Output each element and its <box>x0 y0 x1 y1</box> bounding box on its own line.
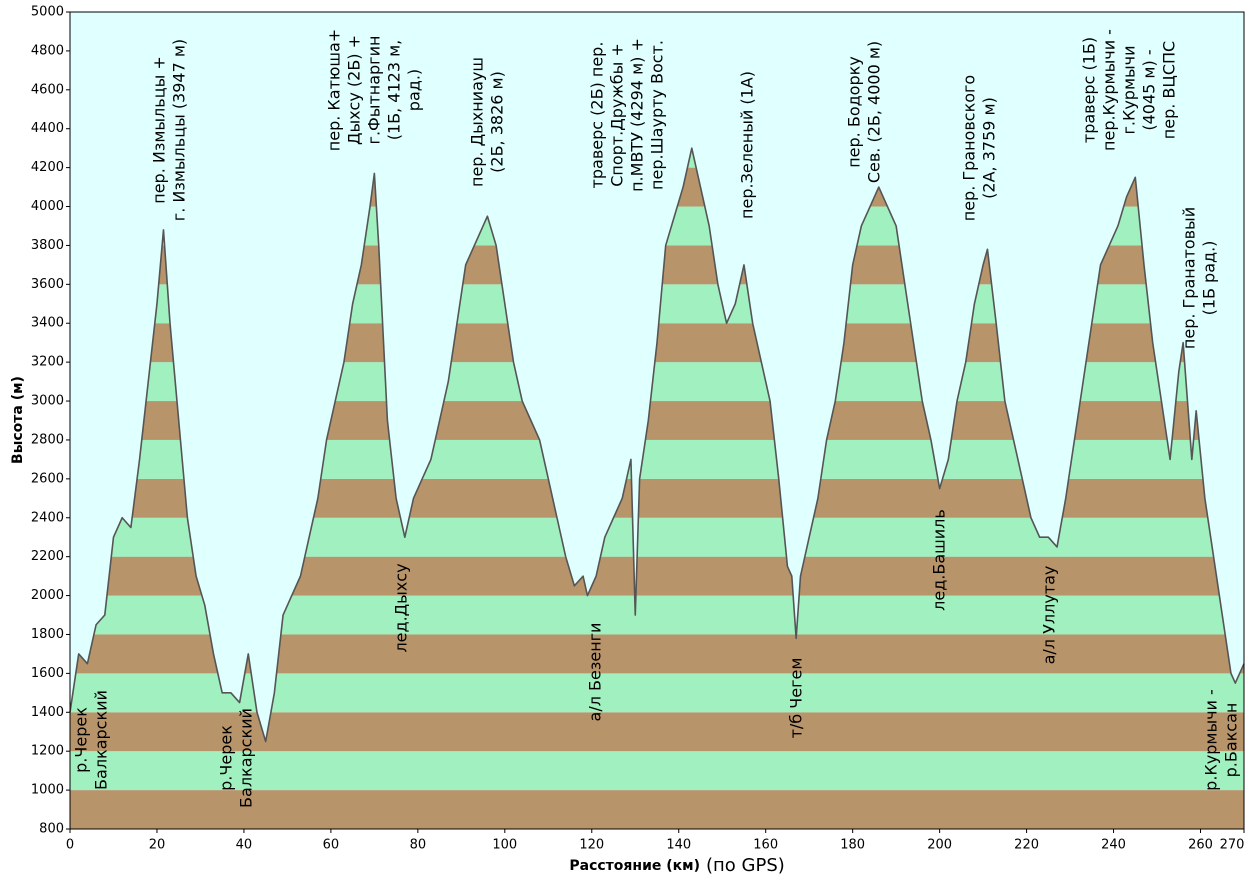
annotation: Спорт.Дружбы + <box>608 43 627 187</box>
y-tick-label: 4200 <box>31 160 64 175</box>
annotation: р.Черек <box>72 707 91 773</box>
annotation: Балкарский <box>92 690 111 790</box>
annotation: (2Б, 3826 м) <box>488 71 507 173</box>
annotation: пер. Гранатовый <box>1180 207 1199 349</box>
x-tick-label: 80 <box>410 838 427 853</box>
annotation: пер. ВЦСПС <box>1160 41 1179 139</box>
y-tick-label: 3000 <box>31 394 64 409</box>
y-tick-label: 3400 <box>31 316 64 331</box>
annotation: траверс (1Б) <box>1080 37 1099 143</box>
annotation: р.Баксан <box>1222 703 1241 778</box>
annotation: траверс (2Б) пер. <box>588 42 607 189</box>
x-tick-label: 200 <box>927 838 952 853</box>
annotation: пер. Измыльцы + <box>150 56 169 203</box>
x-tick-label: 40 <box>236 838 253 853</box>
x-tick-label: 240 <box>1101 838 1126 853</box>
annotation: лед.Башиль <box>930 509 949 611</box>
x-tick-label: 180 <box>840 838 865 853</box>
annotation: Дыхсу (2Б) + <box>345 35 364 145</box>
annotation: Балкарский <box>237 708 256 808</box>
x-axis-note: (по GPS) <box>706 855 785 876</box>
y-tick-label: 2800 <box>31 432 64 447</box>
y-tick-label: 2600 <box>31 471 64 486</box>
x-tick-label: 100 <box>492 838 517 853</box>
y-tick-label: 3600 <box>31 277 64 292</box>
annotation: (2А, 3759 м) <box>980 97 999 199</box>
band <box>70 790 1244 829</box>
annotation: рад.) <box>405 69 424 111</box>
y-tick-label: 4600 <box>31 82 64 97</box>
profile-line <box>69 147 1245 743</box>
x-tick-label: 20 <box>149 838 166 853</box>
y-tick-label: 3200 <box>31 355 64 370</box>
annotation: г.Курмычи <box>1120 45 1139 134</box>
y-tick-label: 1000 <box>31 783 64 798</box>
y-tick-label: 1600 <box>31 666 64 681</box>
y-tick-label: 5000 <box>31 5 64 20</box>
y-tick-label: 800 <box>39 822 64 837</box>
annotation: (4045 м) - <box>1140 49 1159 130</box>
y-tick-label: 4000 <box>31 199 64 214</box>
annotation: пер.Шаурту Вост. <box>648 40 667 190</box>
y-tick-label: 1800 <box>31 627 64 642</box>
plot-frame <box>69 11 1245 830</box>
annotation: пер.Курмычи - <box>1100 29 1119 151</box>
annotation: пер. Катюша+ <box>325 29 344 151</box>
y-axis-label: Высота (м) <box>10 376 26 464</box>
annotation: пер.Зеленый (1А) <box>738 71 757 219</box>
annotation: (1Б рад.) <box>1200 241 1219 316</box>
x-tick-label: 140 <box>666 838 691 853</box>
annotation: т/б Чегем <box>787 658 806 739</box>
x-tick-label: 0 <box>66 838 74 853</box>
x-tick-label: 160 <box>753 838 778 853</box>
y-tick-label: 1400 <box>31 705 64 720</box>
annotation: лед.Дыхсу <box>392 563 411 652</box>
y-tick-label: 3800 <box>31 238 64 253</box>
annotation: пер. Дыхниауш <box>468 57 487 187</box>
x-tick-label: 60 <box>323 838 340 853</box>
band <box>70 751 1244 791</box>
annotation: а/л Безенги <box>586 623 605 722</box>
y-tick-label: 2000 <box>31 588 64 603</box>
x-axis-label: Расстояние (км) <box>569 858 700 874</box>
annotation: п.МВТУ (4294 м) + <box>628 38 647 192</box>
annotation: г.Фытнаргин <box>365 36 384 145</box>
x-tick-label: 270 <box>1220 838 1245 853</box>
annotation: а/л Уллутау <box>1040 566 1059 665</box>
annotation: пер. Бодорку <box>845 56 864 168</box>
annotation: (1Б, 4123 м, <box>385 40 404 141</box>
x-tick-label: 120 <box>579 838 604 853</box>
x-tick-label: 220 <box>1014 838 1039 853</box>
y-tick-label: 4400 <box>31 121 64 136</box>
annotation: Сев. (2Б, 4000 м) <box>865 41 884 183</box>
annotation: р.Курмычи - <box>1202 689 1221 791</box>
annotation: г. Измыльцы (3947 м) <box>170 39 189 221</box>
y-tick-label: 1200 <box>31 744 64 759</box>
y-tick-label: 2200 <box>31 549 64 564</box>
x-tick-label: 260 <box>1188 838 1213 853</box>
annotation: р.Черек <box>217 725 236 791</box>
band <box>70 673 1244 713</box>
y-tick-label: 2400 <box>31 510 64 525</box>
annotation: пер. Грановского <box>960 75 979 221</box>
y-tick-label: 4800 <box>31 43 64 58</box>
